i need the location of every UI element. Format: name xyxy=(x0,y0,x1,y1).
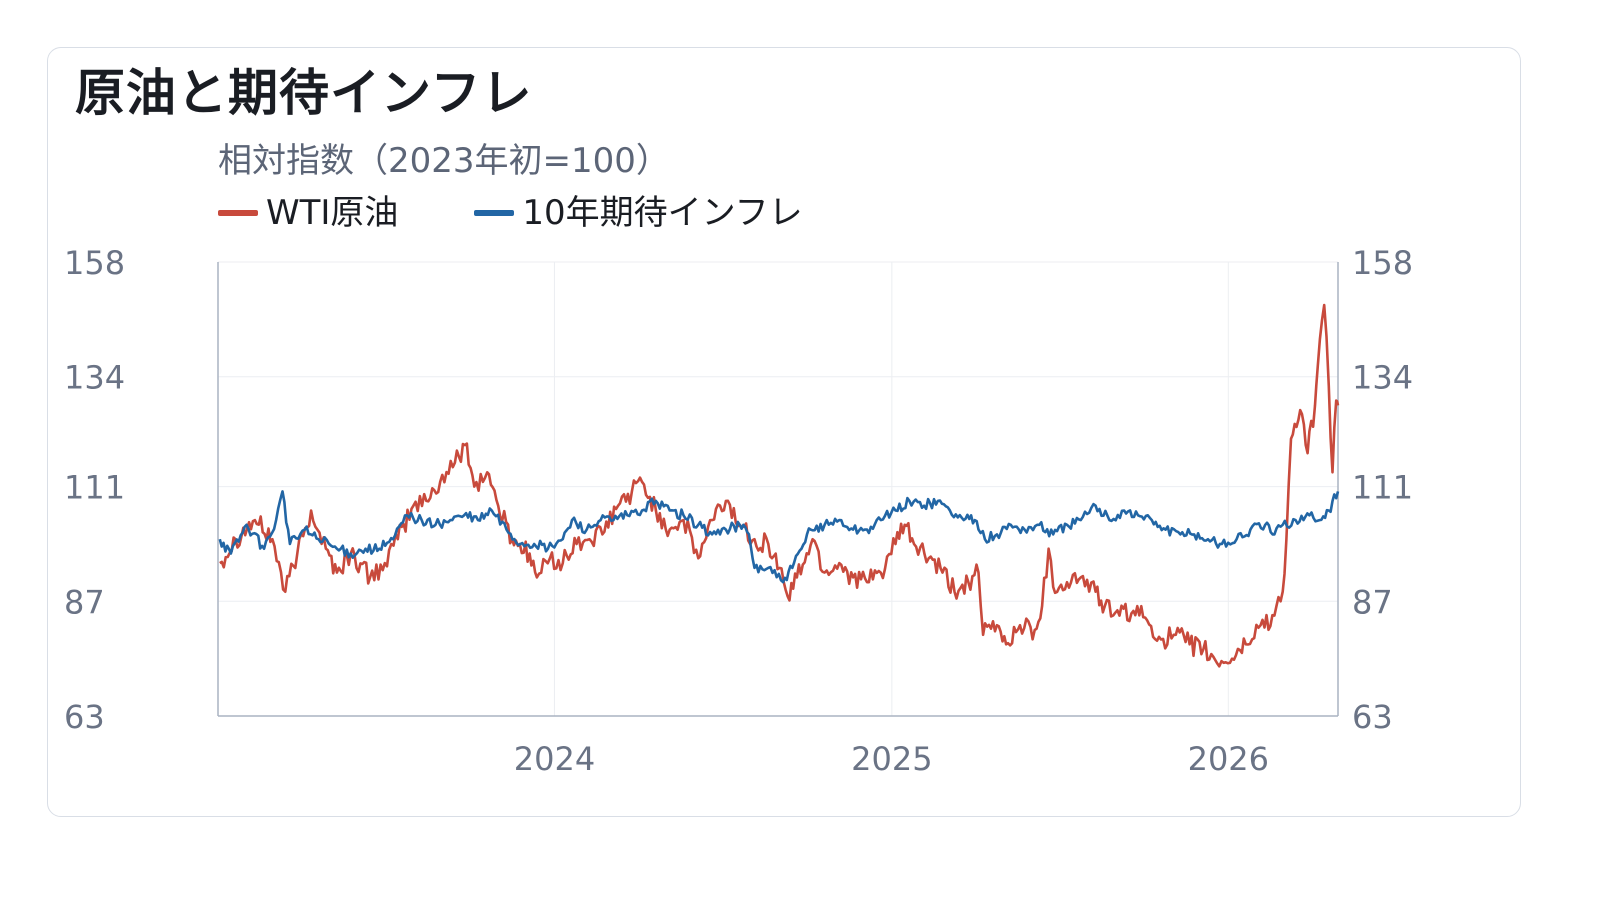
y-tick-label-left: 63 xyxy=(64,698,105,736)
legend-item-wti: WTI原油 xyxy=(218,190,398,236)
y-tick-label-right: 111 xyxy=(1352,469,1413,507)
y-tick-label-left: 87 xyxy=(64,583,105,621)
x-tick-label: 2024 xyxy=(514,740,595,778)
chart-card xyxy=(47,47,1521,817)
series-line-wti xyxy=(219,303,1340,668)
legend-swatch-inflation xyxy=(474,210,515,216)
legend-item-inflation: 10年期待インフレ xyxy=(474,190,803,236)
x-tick-label: 2026 xyxy=(1188,740,1269,778)
y-tick-label-left: 111 xyxy=(64,469,125,507)
chart-title: 原油と期待インフレ xyxy=(75,64,533,122)
legend-label-inflation: 10年期待インフレ xyxy=(522,193,803,233)
legend-swatch-wti xyxy=(218,210,258,216)
y-tick-label-left: 134 xyxy=(64,359,125,397)
x-tick-label: 2025 xyxy=(851,740,932,778)
chart-subtitle: 相対指数（2023年初=100） xyxy=(218,141,670,181)
y-tick-label-right: 87 xyxy=(1352,583,1393,621)
y-tick-label-right: 134 xyxy=(1352,359,1413,397)
legend-label-wti: WTI原油 xyxy=(266,193,399,233)
legend: WTI原油 10年期待インフレ xyxy=(218,190,879,236)
y-tick-label-left: 158 xyxy=(64,244,125,282)
y-tick-label-right: 63 xyxy=(1352,698,1393,736)
y-tick-label-right: 158 xyxy=(1352,244,1413,282)
series-line-inflation xyxy=(218,490,1340,584)
